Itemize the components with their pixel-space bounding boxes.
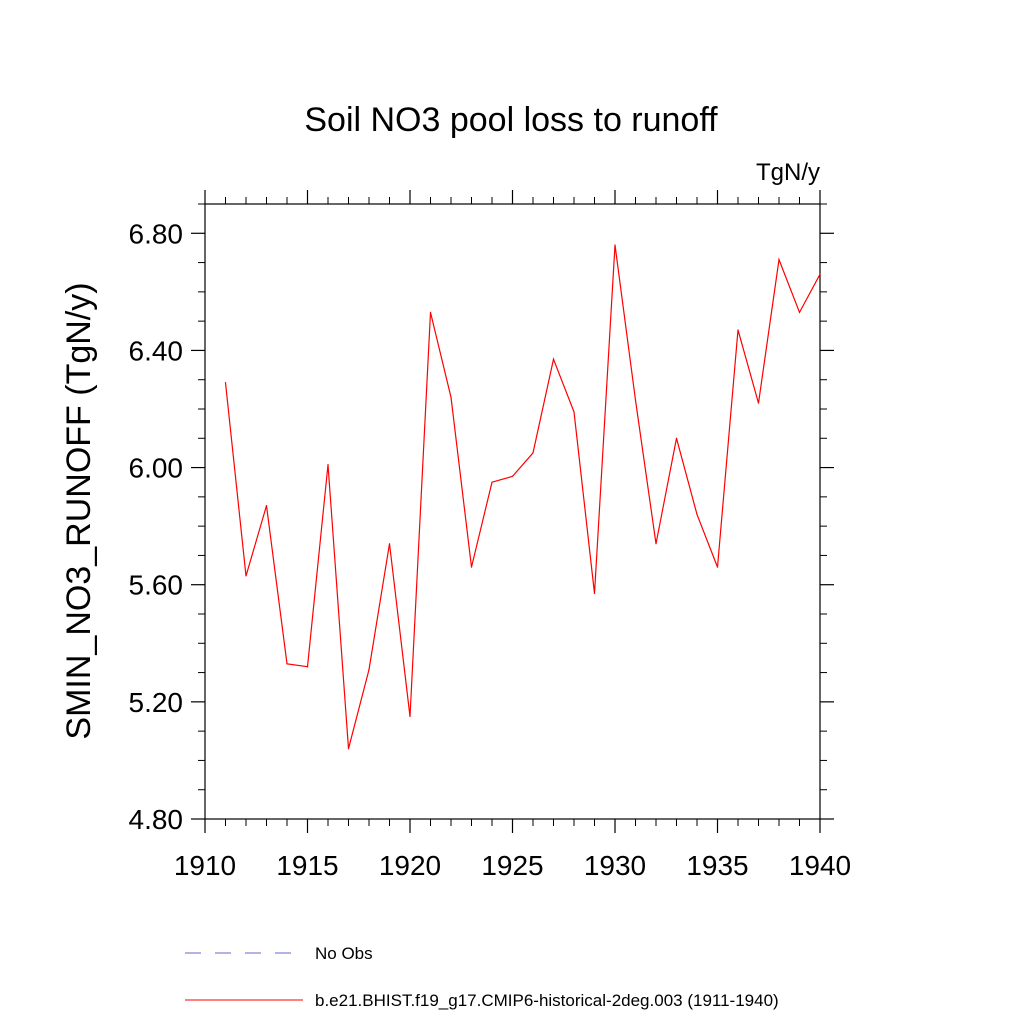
data-point — [450, 396, 452, 398]
data-point — [470, 566, 473, 568]
units-label: TgN/y — [756, 159, 820, 186]
x-tick-label: 1920 — [379, 850, 441, 881]
y-axis-title: SMIN_NO3_RUNOFF (TgN/y) — [60, 282, 98, 739]
data-point — [286, 663, 288, 665]
data-point — [778, 259, 780, 261]
data-point — [757, 402, 760, 404]
y-tick-label: 6.80 — [129, 218, 184, 249]
y-tick-label: 5.60 — [129, 570, 184, 601]
data-point — [798, 311, 801, 313]
y-tick-label: 6.00 — [129, 453, 184, 484]
legend-label-1: b.e21.BHIST.f19_g17.CMIP6-historical-2de… — [315, 991, 779, 1010]
data-point — [696, 513, 698, 516]
data-point — [327, 464, 329, 466]
chart-title: Soil NO3 pool loss to runoff — [304, 101, 718, 139]
data-point — [306, 666, 309, 668]
data-point — [655, 543, 657, 545]
data-point — [737, 329, 739, 331]
data-point — [716, 566, 719, 568]
x-tick-label: 1930 — [584, 850, 646, 881]
data-point — [573, 411, 575, 413]
x-tick-label: 1935 — [686, 850, 748, 881]
data-point — [245, 575, 247, 577]
series-line-1 — [224, 244, 821, 749]
data-point — [388, 543, 391, 545]
series-lines — [224, 244, 821, 750]
data-point — [347, 748, 350, 750]
legend: No Obs b.e21.BHIST.f19_g17.CMIP6-historic… — [185, 944, 779, 1010]
x-tick-label: 1940 — [789, 850, 851, 881]
x-tick-label: 1915 — [276, 850, 338, 881]
data-point — [819, 273, 821, 275]
axis-ticks: 1910 1915 1920 1925 1930 1935 1940 4.80 5.20 5.60… — [129, 190, 851, 881]
data-point — [368, 669, 370, 671]
data-point — [552, 358, 555, 360]
x-tick-label: 1925 — [481, 850, 543, 881]
legend-label-0: No Obs — [315, 944, 373, 963]
data-point — [593, 592, 596, 595]
x-tick-label: 1910 — [174, 850, 236, 881]
data-point — [634, 399, 637, 401]
data-point — [409, 715, 411, 718]
plot-frame — [204, 203, 821, 820]
data-point — [429, 311, 432, 313]
y-tick-label: 6.40 — [129, 335, 184, 366]
data-point — [675, 437, 678, 439]
y-tick-label: 5.20 — [129, 687, 184, 718]
data-point — [511, 475, 514, 477]
y-tick-label: 4.80 — [129, 804, 184, 835]
data-point — [224, 382, 227, 384]
data-point — [532, 452, 534, 454]
data-point — [614, 244, 616, 246]
data-point — [491, 481, 493, 483]
data-point — [265, 505, 268, 507]
